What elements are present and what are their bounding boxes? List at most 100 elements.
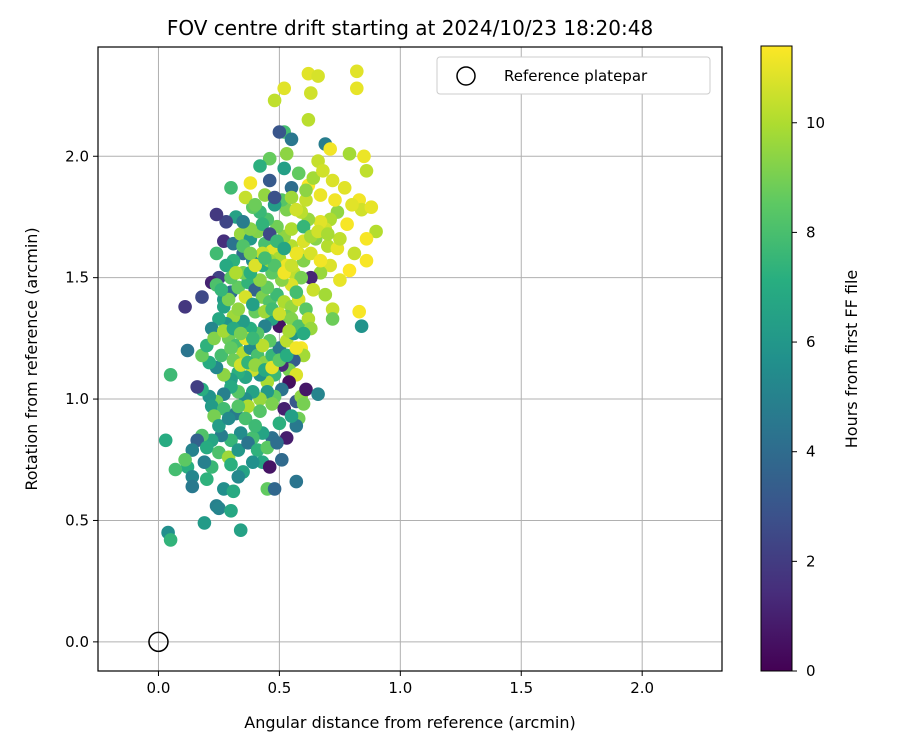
scatter-point — [212, 419, 226, 433]
grid — [98, 47, 722, 671]
scatter-point — [190, 380, 204, 394]
colorbar-tick-label: 8 — [806, 223, 816, 241]
scatter-point — [282, 324, 296, 338]
y-axis-ticks: 0.0 0.5 1.0 1.5 2.0 — [65, 147, 98, 651]
y-tick-label: 1.0 — [65, 390, 89, 408]
scatter-point — [277, 241, 292, 256]
scatter-point — [284, 132, 299, 147]
scatter-point — [277, 81, 292, 96]
scatter-point — [241, 399, 255, 414]
scatter-point — [296, 219, 311, 234]
scatter-point — [231, 399, 246, 414]
scatter-point — [224, 504, 238, 518]
scatter-point — [304, 86, 318, 100]
colorbar-tick-label: 4 — [806, 443, 816, 461]
scatter-point — [158, 433, 173, 448]
scatter-point — [284, 190, 299, 205]
scatter-point — [231, 443, 246, 457]
scatter-point — [248, 198, 262, 212]
x-tick-label: 0.0 — [147, 679, 171, 697]
scatter-point — [185, 479, 200, 494]
scatter-point — [289, 246, 304, 261]
scatter-point — [316, 164, 330, 178]
x-tick-label: 2.0 — [630, 679, 654, 697]
scatter-point — [168, 462, 183, 477]
scatter-point — [328, 193, 342, 207]
scatter-point — [270, 436, 284, 450]
legend: Reference platepar — [436, 56, 711, 95]
scatter-point — [325, 312, 340, 326]
scatter-point — [267, 93, 282, 108]
scatter-point — [325, 302, 340, 317]
scatter-point — [284, 409, 299, 423]
scatter-point — [200, 472, 214, 487]
scatter-point — [313, 253, 328, 268]
scatter-point — [246, 331, 260, 346]
scatter-point — [294, 270, 309, 285]
scatter-point — [163, 533, 178, 547]
scatter-point — [291, 166, 306, 181]
scatter-point — [279, 147, 294, 161]
scatter-point — [224, 181, 238, 195]
plot-frame — [97, 46, 723, 672]
scatter-point — [178, 300, 192, 314]
scatter-point — [255, 217, 270, 231]
scatter-point — [229, 266, 243, 280]
scatter-point — [224, 341, 238, 355]
scatter-point — [311, 69, 325, 83]
scatter-point — [253, 273, 267, 287]
scatter-point — [354, 319, 369, 334]
scatter-point — [262, 460, 277, 474]
chart-title: FOV centre drift starting at 2024/10/23 … — [167, 16, 653, 40]
scatter-point — [323, 142, 338, 156]
x-tick-label: 0.5 — [267, 679, 291, 697]
scatter-point — [233, 426, 248, 440]
scatter-point — [296, 326, 311, 341]
scatter-point — [277, 161, 292, 176]
reference-marker-icon — [456, 66, 476, 86]
colorbar-tick-label: 2 — [806, 552, 816, 570]
colorbar-tick-label: 0 — [806, 662, 816, 680]
scatter-point — [185, 443, 200, 457]
scatter-point — [267, 258, 282, 273]
scatter-point — [265, 397, 279, 411]
scatter-point — [321, 227, 335, 241]
scatter-point — [246, 297, 260, 312]
scatter-point — [248, 258, 262, 273]
scatter-point — [197, 455, 212, 470]
scatter-point — [267, 190, 282, 205]
scatter-point — [255, 338, 270, 353]
scatter-point — [304, 270, 318, 285]
scatter-point — [212, 501, 226, 516]
y-tick-label: 0.5 — [65, 511, 89, 529]
legend-label: Reference platepar — [504, 67, 648, 85]
scatter-point — [342, 263, 357, 278]
scatter-point — [195, 290, 209, 304]
scatter-point — [243, 176, 258, 190]
colorbar-tick-label: 6 — [806, 333, 816, 351]
scatter-point — [231, 470, 246, 484]
scatter-point — [289, 285, 304, 300]
scatter-point — [200, 440, 214, 455]
x-axis-label: Angular distance from reference (arcmin) — [244, 713, 575, 732]
scatter-point — [241, 436, 255, 450]
scatter-point — [279, 348, 294, 363]
scatter-point — [253, 404, 267, 419]
x-tick-label: 1.0 — [388, 679, 412, 697]
scatter-point — [238, 190, 253, 205]
scatter-point — [272, 416, 287, 431]
scatter-point — [207, 331, 221, 346]
scatter-point — [304, 246, 318, 261]
scatter-point — [299, 183, 313, 198]
scatter-point — [306, 171, 321, 185]
scatter-point — [306, 283, 321, 297]
scatter-point — [275, 453, 289, 467]
scatter-point — [299, 193, 313, 207]
scatter-point — [238, 411, 253, 426]
scatter-point — [301, 113, 316, 127]
x-tick-label: 1.5 — [509, 679, 533, 697]
scatter-point — [214, 283, 229, 297]
scatter-point — [178, 453, 192, 467]
scatter-point — [357, 149, 371, 164]
